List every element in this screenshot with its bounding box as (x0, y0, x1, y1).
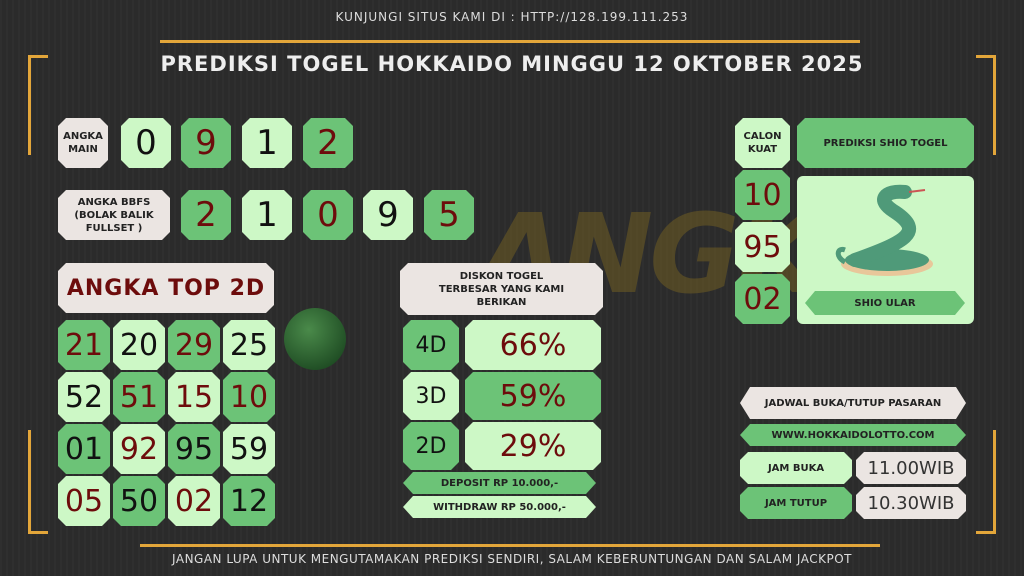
frame-bottom-left (28, 430, 48, 534)
top-2d-number: 50 (113, 476, 165, 526)
frame-top-left (28, 55, 48, 155)
top-2d-number: 05 (58, 476, 110, 526)
angka-main-label: ANGKA MAIN (58, 118, 108, 168)
shio-title: PREDIKSI SHIO TOGEL (797, 118, 974, 168)
snake-icon (835, 184, 933, 276)
jam-buka-value: 11.00WIB (856, 452, 966, 484)
jam-buka-label: JAM BUKA (740, 452, 852, 484)
top-2d-number: 15 (168, 372, 220, 422)
bbfs-digit: 2 (181, 190, 231, 240)
angka-main-digit: 2 (303, 118, 353, 168)
calon-kuat-number: 02 (735, 274, 790, 324)
shio-card: SHIO ULAR (797, 176, 974, 324)
top-2d-number: 92 (113, 424, 165, 474)
diskon-value: 59% (465, 372, 601, 420)
withdraw-info: WITHDRAW RP 50.000,- (403, 496, 596, 518)
top-2d-number: 52 (58, 372, 110, 422)
angka-main-digit: 1 (242, 118, 292, 168)
diskon-value: 29% (465, 422, 601, 470)
bbfs-digit: 1 (242, 190, 292, 240)
top-2d-number: 59 (223, 424, 275, 474)
angka-main-digit: 9 (181, 118, 231, 168)
page-title: PREDIKSI TOGEL HOKKAIDO MINGGU 12 OKTOBE… (160, 52, 864, 76)
diskon-label: DISKON TOGEL TERBESAR YANG KAMI BERIKAN (400, 263, 603, 315)
bbfs-digit: 9 (363, 190, 413, 240)
footer-line (140, 544, 880, 547)
site-notice: KUNJUNGI SITUS KAMI DI : HTTP://128.199.… (335, 10, 689, 24)
diskon-value: 66% (465, 320, 601, 370)
jam-tutup-label: JAM TUTUP (740, 487, 852, 519)
top-2d-number: 51 (113, 372, 165, 422)
frame-top-right (976, 55, 996, 155)
website-link[interactable]: WWW.HOKKAIDOLOTTO.COM (740, 424, 966, 446)
angka-main-digit: 0 (121, 118, 171, 168)
calon-kuat-number: 95 (735, 222, 790, 272)
shio-name: SHIO ULAR (805, 291, 965, 315)
frame-bottom-right (976, 430, 996, 534)
top-2d-number: 02 (168, 476, 220, 526)
bbfs-digit: 0 (303, 190, 353, 240)
top-2d-number: 95 (168, 424, 220, 474)
jadwal-title: JADWAL BUKA/TUTUP PASARAN (740, 387, 966, 419)
deposit-info: DEPOSIT RP 10.000,- (403, 472, 596, 494)
top-2d-number: 21 (58, 320, 110, 370)
bbfs-digit: 5 (424, 190, 474, 240)
top-2d-number: 10 (223, 372, 275, 422)
top-2d-number: 20 (113, 320, 165, 370)
top-2d-number: 29 (168, 320, 220, 370)
calon-kuat-label: CALON KUAT (735, 118, 790, 168)
top-2d-number: 25 (223, 320, 275, 370)
jam-tutup-value: 10.30WIB (856, 487, 966, 519)
top-2d-number: 12 (223, 476, 275, 526)
top-2d-number: 01 (58, 424, 110, 474)
diskon-type: 2D (403, 422, 459, 470)
diskon-type: 3D (403, 372, 459, 420)
angka-bbfs-label: ANGKA BBFS (BOLAK BALIK FULLSET ) (58, 190, 170, 240)
calon-kuat-number: 10 (735, 170, 790, 220)
footer-text: JANGAN LUPA UNTUK MENGUTAMAKAN PREDIKSI … (172, 552, 852, 566)
billiard-ball-icon (284, 308, 346, 370)
title-underline (160, 40, 860, 43)
diskon-type: 4D (403, 320, 459, 370)
top-2d-label: ANGKA TOP 2D (58, 263, 274, 313)
